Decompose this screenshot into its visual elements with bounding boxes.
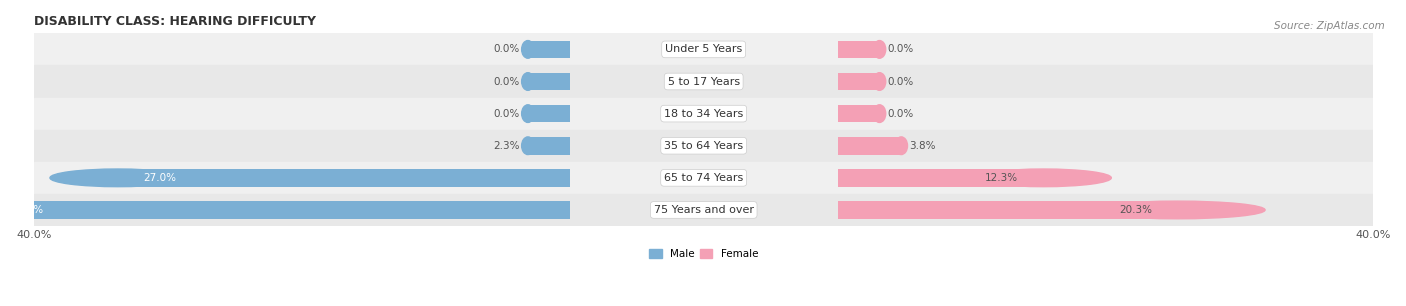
Bar bbox=[34, 98, 1374, 130]
Ellipse shape bbox=[976, 169, 1111, 187]
Bar bbox=[838, 41, 880, 58]
Text: 0.0%: 0.0% bbox=[494, 76, 520, 87]
Bar bbox=[838, 169, 1043, 187]
Bar bbox=[527, 105, 569, 122]
Text: 12.3%: 12.3% bbox=[986, 173, 1018, 183]
Ellipse shape bbox=[0, 201, 73, 219]
Bar bbox=[34, 33, 1374, 65]
Bar bbox=[34, 130, 1374, 162]
Bar bbox=[527, 137, 569, 155]
Ellipse shape bbox=[873, 105, 886, 122]
Text: 0.0%: 0.0% bbox=[494, 44, 520, 54]
Bar bbox=[527, 73, 569, 90]
Ellipse shape bbox=[873, 73, 886, 90]
Text: 0.0%: 0.0% bbox=[887, 76, 914, 87]
Bar bbox=[838, 105, 880, 122]
Text: Source: ZipAtlas.com: Source: ZipAtlas.com bbox=[1274, 21, 1385, 32]
Text: 2.3%: 2.3% bbox=[494, 141, 520, 151]
Text: 0.0%: 0.0% bbox=[887, 109, 914, 119]
Text: 65 to 74 Years: 65 to 74 Years bbox=[664, 173, 744, 183]
Text: 34.9%: 34.9% bbox=[11, 205, 44, 215]
Ellipse shape bbox=[522, 73, 534, 90]
Bar bbox=[838, 137, 901, 155]
Bar bbox=[34, 65, 1374, 98]
Text: 27.0%: 27.0% bbox=[143, 173, 176, 183]
Text: 0.0%: 0.0% bbox=[887, 44, 914, 54]
Bar bbox=[34, 162, 1374, 194]
Text: Under 5 Years: Under 5 Years bbox=[665, 44, 742, 54]
Ellipse shape bbox=[522, 41, 534, 58]
Text: 3.8%: 3.8% bbox=[910, 141, 936, 151]
Text: 20.3%: 20.3% bbox=[1119, 205, 1153, 215]
Text: 35 to 64 Years: 35 to 64 Years bbox=[664, 141, 744, 151]
Ellipse shape bbox=[1090, 201, 1265, 219]
Ellipse shape bbox=[896, 137, 907, 155]
Ellipse shape bbox=[522, 137, 534, 155]
Text: 18 to 34 Years: 18 to 34 Years bbox=[664, 109, 744, 119]
Bar bbox=[838, 201, 1177, 219]
Bar bbox=[838, 73, 880, 90]
Bar bbox=[0, 201, 569, 219]
Bar bbox=[34, 194, 1374, 226]
Text: DISABILITY CLASS: HEARING DIFFICULTY: DISABILITY CLASS: HEARING DIFFICULTY bbox=[34, 15, 316, 28]
Text: 5 to 17 Years: 5 to 17 Years bbox=[668, 76, 740, 87]
Bar bbox=[527, 41, 569, 58]
Bar bbox=[118, 169, 569, 187]
Legend: Male, Female: Male, Female bbox=[645, 244, 762, 263]
Text: 75 Years and over: 75 Years and over bbox=[654, 205, 754, 215]
Text: 0.0%: 0.0% bbox=[494, 109, 520, 119]
Ellipse shape bbox=[51, 169, 186, 187]
Ellipse shape bbox=[873, 41, 886, 58]
Ellipse shape bbox=[522, 105, 534, 122]
